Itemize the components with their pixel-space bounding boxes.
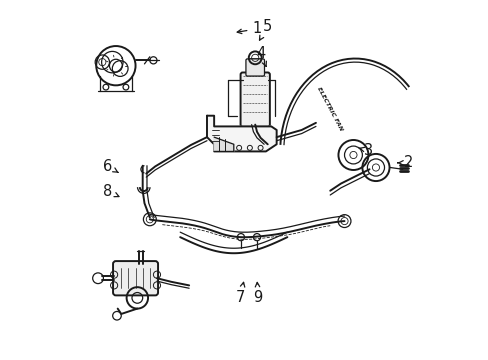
- Polygon shape: [214, 137, 233, 152]
- Text: 7: 7: [235, 282, 244, 305]
- Text: ELECTRIC FAN: ELECTRIC FAN: [316, 86, 343, 131]
- Text: 4: 4: [255, 46, 266, 66]
- Text: 1: 1: [237, 21, 261, 36]
- FancyBboxPatch shape: [113, 261, 158, 296]
- Text: 9: 9: [253, 282, 262, 305]
- Text: 5: 5: [259, 19, 272, 40]
- Polygon shape: [206, 116, 276, 152]
- Text: 3: 3: [358, 143, 373, 158]
- Text: 2: 2: [397, 156, 412, 170]
- FancyBboxPatch shape: [245, 59, 264, 76]
- Text: 6: 6: [103, 159, 118, 174]
- FancyBboxPatch shape: [240, 72, 269, 127]
- Text: 8: 8: [103, 184, 119, 199]
